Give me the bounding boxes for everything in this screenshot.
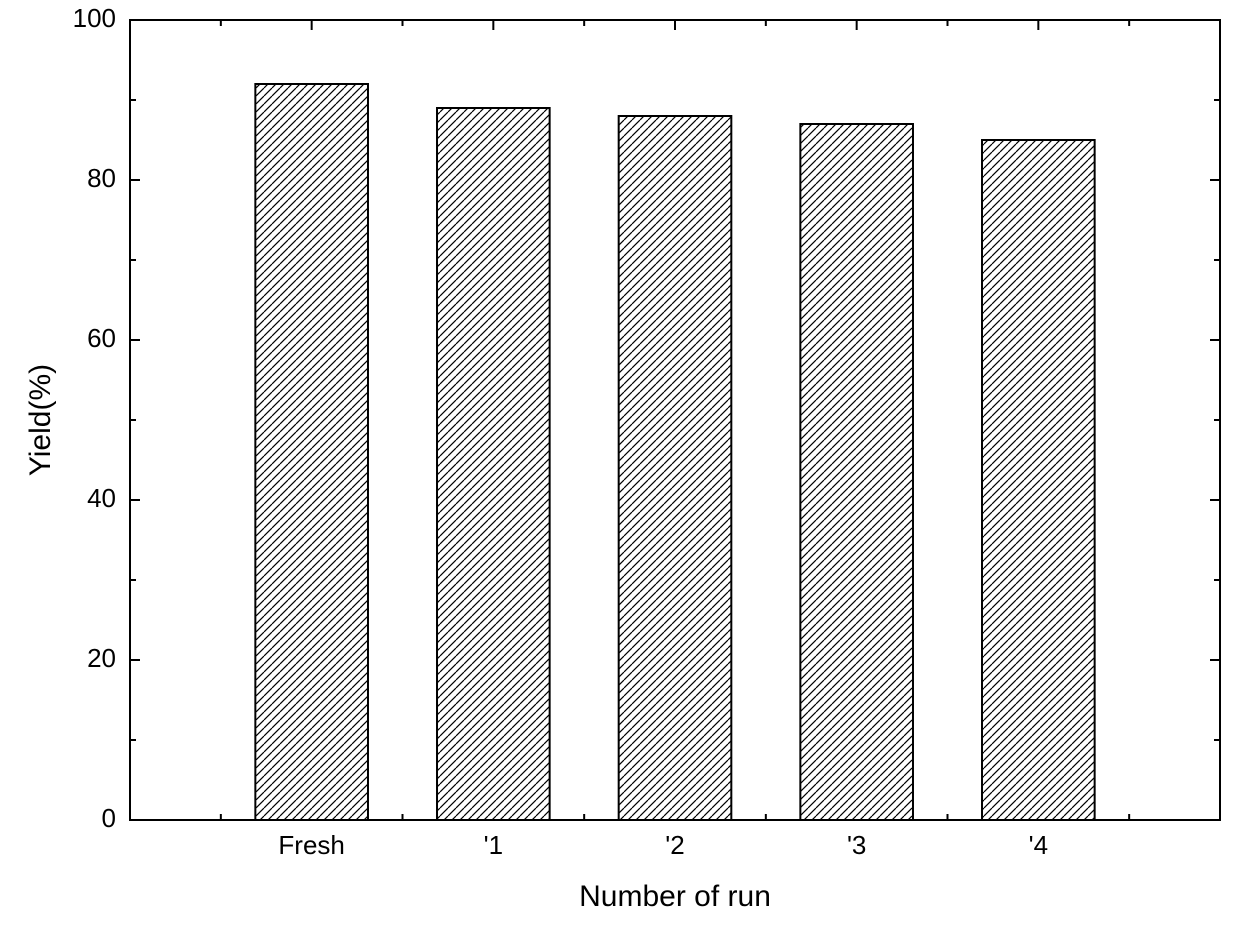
ytick-label: 80 [87,163,116,193]
bar [800,124,913,820]
ytick-label: 20 [87,643,116,673]
chart-svg: 0 20 40 60 80 100 Fresh '1 '2 '3 '4 Yield(%) Number … [0,0,1240,952]
x-axis-label: Number of run [579,880,771,913]
xtick-label: '2 [665,830,684,860]
bar [255,84,368,820]
y-axis-label: Yield(%) [24,364,57,476]
xtick-label: '1 [484,830,503,860]
bar-chart: 0 20 40 60 80 100 Fresh '1 '2 '3 '4 Yield(%) Number … [0,0,1240,952]
ytick-label: 0 [102,803,116,833]
ytick-label: 100 [73,3,116,33]
xtick-label: '4 [1029,830,1048,860]
xtick-label: '3 [847,830,866,860]
bar [619,116,732,820]
bar [982,140,1095,820]
ytick-label: 60 [87,323,116,353]
ytick-label: 40 [87,483,116,513]
bar [437,108,550,820]
xtick-label: Fresh [278,830,344,860]
